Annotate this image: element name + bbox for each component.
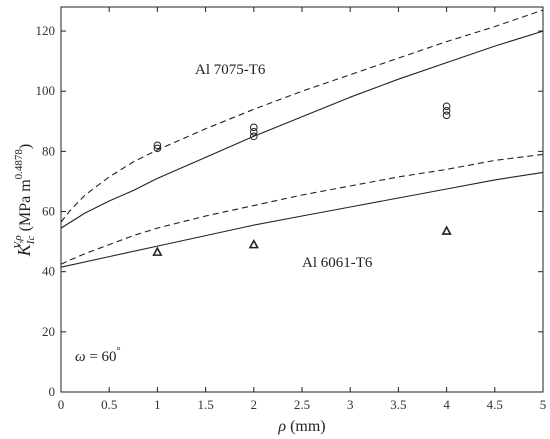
x-tick-label: 0.5 (101, 397, 117, 412)
x-axis-title: ρ (mm) (277, 418, 325, 435)
x-tick-label: 0 (58, 397, 65, 412)
circle-marker (442, 102, 451, 111)
x-tick-label: 2.5 (294, 397, 310, 412)
omega-degree: ° (117, 346, 121, 357)
x-tick-label: 5 (540, 397, 547, 412)
y-axis-superscript: V,ρ (12, 235, 24, 248)
x-tick-label: 1.5 (197, 397, 213, 412)
circle-marker (250, 123, 258, 132)
experimental-markers (152, 102, 452, 256)
plot-frame (60, 6, 544, 393)
y-tick-label: 0 (49, 384, 56, 399)
y-tick-label: 40 (42, 264, 55, 279)
y-axis-subscript: Ic (25, 236, 37, 246)
x-tick-label: 1 (154, 397, 161, 412)
dashed-curve-1 (60, 9, 544, 223)
omega-symbol: ω (75, 349, 86, 365)
dashed-curve-3 (60, 153, 544, 265)
y-axis-symbol: K (14, 243, 34, 257)
y-axis-title: KIcV,ρ (MPa m0.4878) (12, 144, 37, 257)
x-tick-label: 4 (443, 397, 450, 412)
y-tick-label: 120 (36, 23, 56, 38)
annotation-omega: ω = 60° (75, 346, 121, 365)
y-tick-label: 20 (42, 324, 55, 339)
circle-marker (250, 128, 258, 136)
y-tick-label: 80 (42, 143, 55, 158)
solid-curve-0 (60, 30, 544, 229)
circle-marker (442, 106, 451, 115)
circle-marker (442, 111, 451, 120)
y-axis-unit-exponent: 0.4878 (13, 149, 25, 180)
x-tick-label: 3 (347, 397, 354, 412)
annotation-al6061: Al 6061-T6 (302, 255, 373, 271)
y-axis-unit-close: ) (17, 144, 34, 149)
x-axis-unit: (mm) (286, 418, 326, 435)
triangle-marker (441, 225, 452, 235)
model-curves (60, 9, 544, 268)
circle-marker (153, 144, 162, 153)
solid-curve-2 (60, 171, 544, 268)
y-axis-unit: (MPa m (17, 179, 34, 236)
axis-ticks: 0 0.5 1 1.5 2 2.5 3 3.5 4 4.5 5 0 20 40 60 80 100 120 (36, 7, 547, 412)
triangle-marker (152, 246, 163, 256)
circle-marker (153, 141, 162, 150)
omega-value: = 60 (86, 349, 117, 365)
y-tick-label: 60 (42, 204, 55, 219)
x-tick-label: 2 (251, 397, 258, 412)
y-tick-label: 100 (36, 83, 56, 98)
circle-marker (250, 132, 258, 141)
triangle-marker (248, 238, 259, 249)
x-tick-label: 3.5 (390, 397, 406, 412)
annotation-al7075: Al 7075-T6 (195, 62, 266, 78)
x-tick-label: 4.5 (487, 397, 503, 412)
x-axis-symbol: ρ (277, 418, 286, 435)
